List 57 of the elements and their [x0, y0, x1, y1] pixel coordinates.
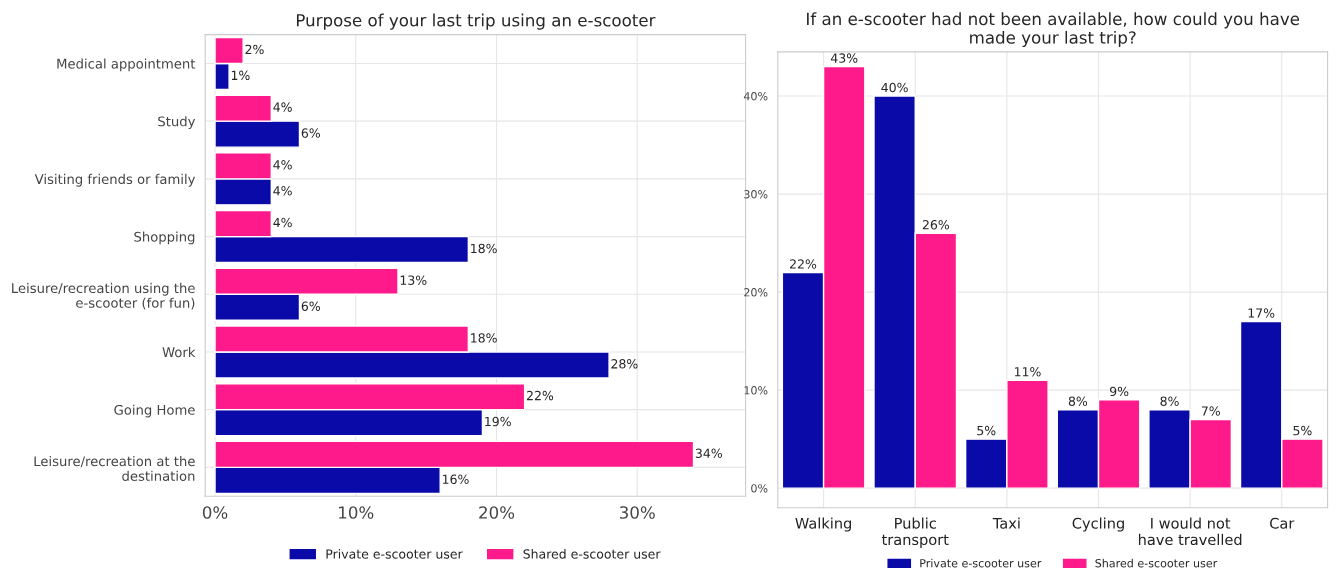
data-label: 5%	[1293, 425, 1312, 436]
data-label: 22%	[790, 259, 817, 269]
data-label: 9%	[1109, 386, 1129, 397]
x-tick-label: I would not have travelled	[1138, 517, 1242, 546]
data-label: 2%	[245, 44, 264, 55]
x-tick-label: Walking	[795, 517, 852, 532]
y-tick-label: Study	[158, 116, 196, 129]
data-label: 34%	[695, 448, 723, 459]
legend-label: Private e-scooter user	[326, 549, 463, 559]
data-label: 19%	[485, 416, 511, 427]
y-tick-label: Work	[162, 346, 196, 358]
data-label: 43%	[830, 53, 858, 63]
y-tick-label: Leisure/recreation using the e-scooter (for fun)	[12, 282, 195, 310]
x-tick-label: Car	[1270, 517, 1295, 529]
data-label: 6%	[301, 301, 320, 311]
x-tick-label: Cycling	[1072, 517, 1124, 532]
y-tick-label: 20%	[744, 288, 768, 297]
data-label: 4%	[273, 186, 292, 196]
y-tick-label: Medical appointment	[57, 58, 196, 72]
data-label: 26%	[922, 220, 950, 230]
x-tick-label: 20%	[479, 506, 515, 519]
y-tick-label: 0%	[751, 484, 768, 493]
data-label: 8%	[1160, 396, 1179, 406]
x-tick-label: 30%	[619, 506, 655, 519]
legend-label: Private e-scooter user	[920, 558, 1042, 568]
x-tick-label: 0%	[202, 506, 228, 519]
data-label: 22%	[526, 390, 554, 401]
data-label: 28%	[611, 359, 638, 369]
data-label: 40%	[881, 82, 908, 93]
y-tick-label: 40%	[743, 92, 768, 101]
y-tick-label: Shopping	[134, 231, 195, 245]
y-tick-label: 30%	[744, 190, 768, 199]
data-label: 6%	[301, 128, 320, 138]
data-label: 4%	[273, 102, 292, 112]
x-tick-label: 10%	[339, 506, 374, 519]
data-label: 4%	[273, 160, 292, 170]
data-label: 4%	[273, 217, 292, 228]
x-tick-label: Taxi	[992, 517, 1020, 529]
x-tick-label: Public transport	[881, 517, 949, 548]
data-label: 13%	[400, 275, 427, 285]
data-label: 8%	[1068, 396, 1088, 406]
chart-title: If an e-scooter had not been available, how could you have made your last trip?	[807, 12, 1300, 48]
chart-title: Purpose of your last trip using an e-scooter	[296, 13, 656, 30]
data-label: 7%	[1201, 406, 1220, 416]
data-label: 11%	[1014, 367, 1041, 377]
data-label: 18%	[471, 333, 497, 343]
data-label: 18%	[471, 243, 497, 254]
data-label: 17%	[1248, 308, 1275, 318]
y-tick-label: Leisure/recreation at the destination	[34, 455, 195, 481]
data-label: 5%	[977, 425, 996, 436]
data-label: 16%	[442, 474, 469, 484]
y-tick-label: Going Home	[114, 404, 195, 418]
legend-label: Shared e-scooter user	[1095, 558, 1218, 568]
data-label: 1%	[231, 70, 250, 81]
y-tick-label: 10%	[744, 386, 768, 395]
legend-label: Shared e-scooter user	[523, 549, 661, 559]
y-tick-label: Visiting friends or family	[34, 173, 196, 187]
